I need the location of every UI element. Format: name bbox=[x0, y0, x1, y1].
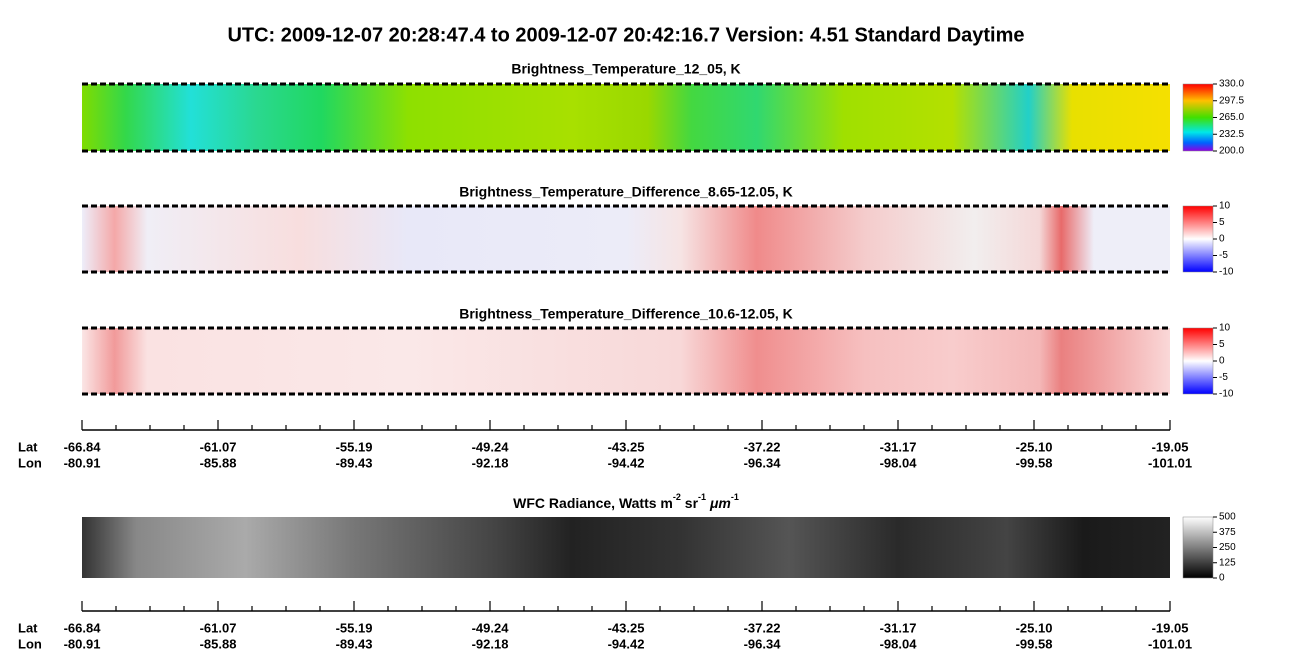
lat-label: -55.19 bbox=[336, 620, 373, 635]
lat-label: -49.24 bbox=[472, 620, 510, 635]
image bbox=[82, 517, 1170, 578]
colorbar-label: -5 bbox=[1219, 372, 1228, 383]
axis-label: Lon bbox=[18, 455, 42, 470]
colorbar bbox=[1182, 516, 1214, 579]
title-part: -1 bbox=[698, 492, 706, 502]
colorbar-label: 0 bbox=[1219, 573, 1225, 584]
title-part: μm bbox=[709, 495, 731, 511]
lon-label: -94.42 bbox=[608, 636, 645, 651]
lon-label: -80.91 bbox=[64, 455, 101, 470]
colorbar-label: 265.0 bbox=[1219, 112, 1244, 123]
colorbar-label: 5 bbox=[1219, 217, 1225, 228]
lon-label: -89.43 bbox=[336, 636, 373, 651]
lat-label: -25.10 bbox=[1016, 439, 1053, 454]
title-part: -2 bbox=[673, 492, 681, 502]
lon-label: -99.58 bbox=[1016, 636, 1053, 651]
lat-label: -43.25 bbox=[608, 439, 645, 454]
panel-title: WFC Radiance, Watts m-2 sr-1 μm-1 bbox=[513, 492, 739, 510]
colorbar-label: 330.0 bbox=[1219, 79, 1244, 90]
panel-title: Brightness_Temperature_Difference_10.6-1… bbox=[459, 306, 793, 322]
lon-label: -96.34 bbox=[744, 455, 782, 470]
lat-label: -49.24 bbox=[472, 439, 510, 454]
title-part: WFC Radiance, Watts m bbox=[513, 495, 673, 511]
lon-label: -92.18 bbox=[472, 636, 509, 651]
panel-title: Brightness_Temperature_Difference_8.65-1… bbox=[459, 184, 793, 200]
lon-label: -85.88 bbox=[200, 455, 237, 470]
panel-title: Brightness_Temperature_12_05, K bbox=[511, 61, 740, 77]
colorbar-label: 125 bbox=[1219, 557, 1236, 568]
colorbar-label: 10 bbox=[1219, 323, 1231, 334]
page-title: UTC: 2009-12-07 20:28:47.4 to 2009-12-07… bbox=[227, 24, 1024, 46]
lat-label: -66.84 bbox=[64, 439, 102, 454]
lat-label: -37.22 bbox=[744, 439, 781, 454]
lon-label: -98.04 bbox=[880, 636, 918, 651]
lat-label: -66.84 bbox=[64, 620, 102, 635]
lat-label: -19.05 bbox=[1152, 620, 1189, 635]
colorbar-label: 5 bbox=[1219, 339, 1225, 350]
colorbar-label: 250 bbox=[1219, 542, 1236, 553]
lon-label: -89.43 bbox=[336, 455, 373, 470]
axis-label: Lat bbox=[18, 620, 38, 635]
colorbar bbox=[1182, 205, 1214, 273]
lon-label: -96.34 bbox=[744, 636, 782, 651]
lon-label: -98.04 bbox=[880, 455, 918, 470]
lon-label: -85.88 bbox=[200, 636, 237, 651]
colorbar bbox=[1182, 83, 1214, 152]
lat-label: -25.10 bbox=[1016, 620, 1053, 635]
axis-label: Lat bbox=[18, 439, 38, 454]
colorbar-label: 10 bbox=[1219, 201, 1231, 212]
lon-label: -80.91 bbox=[64, 636, 101, 651]
image bbox=[82, 328, 1170, 394]
lat-label: -43.25 bbox=[608, 620, 645, 635]
lat-label: -61.07 bbox=[200, 439, 237, 454]
image bbox=[82, 206, 1170, 272]
colorbar-label: 375 bbox=[1219, 527, 1236, 538]
image bbox=[82, 84, 1170, 151]
colorbar-label: 0 bbox=[1219, 356, 1225, 367]
lat-label: -61.07 bbox=[200, 620, 237, 635]
colorbar-label: 297.5 bbox=[1219, 95, 1244, 106]
colorbar bbox=[1182, 327, 1214, 395]
colorbar-label: -5 bbox=[1219, 250, 1228, 261]
colorbar-label: 0 bbox=[1219, 234, 1225, 245]
title-part: sr bbox=[681, 495, 699, 511]
lat-label: -37.22 bbox=[744, 620, 781, 635]
lat-label: -31.17 bbox=[880, 439, 917, 454]
lon-label: -94.42 bbox=[608, 455, 645, 470]
colorbar-label: -10 bbox=[1219, 267, 1234, 278]
lon-label: -101.01 bbox=[1148, 636, 1192, 651]
colorbar-label: -10 bbox=[1219, 389, 1234, 400]
colorbar-label: 232.5 bbox=[1219, 129, 1244, 140]
lon-label: -101.01 bbox=[1148, 455, 1192, 470]
colorbar-label: 200.0 bbox=[1219, 146, 1244, 157]
lat-label: -31.17 bbox=[880, 620, 917, 635]
colorbar-label: 500 bbox=[1219, 512, 1236, 523]
lon-label: -92.18 bbox=[472, 455, 509, 470]
lat-label: -19.05 bbox=[1152, 439, 1189, 454]
lon-label: -99.58 bbox=[1016, 455, 1053, 470]
title-part: -1 bbox=[731, 492, 739, 502]
lat-label: -55.19 bbox=[336, 439, 373, 454]
axis-label: Lon bbox=[18, 636, 42, 651]
